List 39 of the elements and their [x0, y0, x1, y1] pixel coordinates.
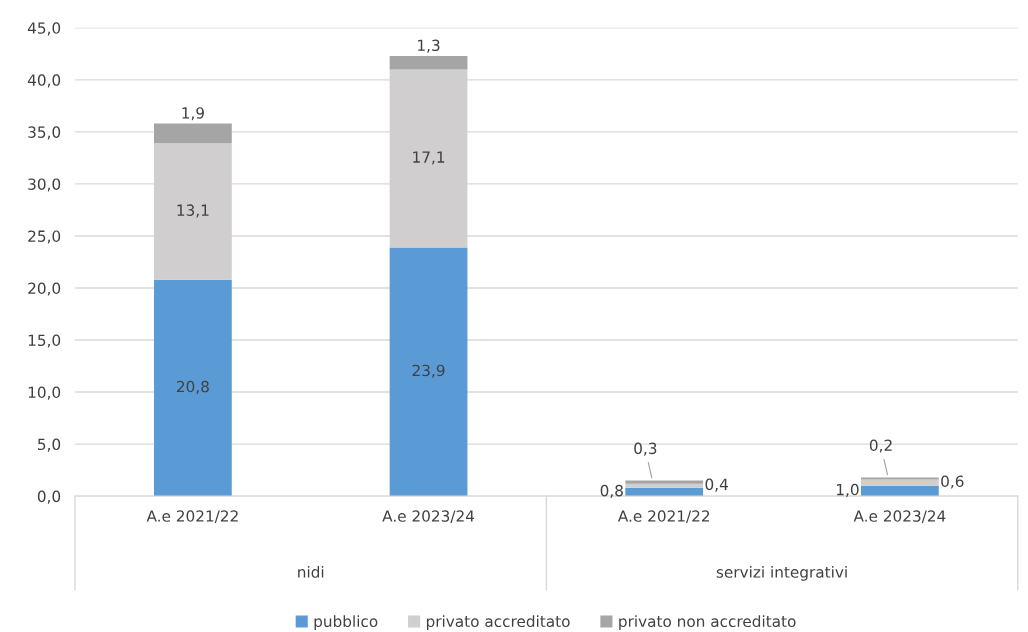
data-label: 0,4: [705, 478, 728, 492]
data-label: 20,8: [176, 380, 209, 394]
x-tick-label: A.e 2023/24: [853, 510, 946, 524]
x-tick-label: A.e 2021/22: [617, 510, 710, 524]
y-tick-label: 10,0: [28, 386, 61, 400]
data-label: 0,3: [634, 442, 657, 456]
y-tick-label: 25,0: [28, 230, 61, 244]
bar: [861, 479, 939, 486]
bar: [153, 279, 232, 497]
bar: [389, 55, 468, 70]
text: nidi: [298, 566, 324, 578]
bar: [389, 247, 468, 497]
y-tick-label: 0,0: [37, 490, 61, 504]
y-tick-label: 15,0: [28, 334, 61, 348]
text: servizi integrativi: [716, 566, 847, 581]
data-label: 1,3: [418, 39, 440, 53]
y-tick-label: 35,0: [28, 126, 61, 140]
y-tick-label: 5,0: [38, 438, 61, 452]
bar: [625, 480, 704, 484]
data-label: 13,1: [177, 204, 209, 218]
data-label: 23,9: [412, 364, 445, 378]
legend-label: privato accreditato: [426, 615, 570, 631]
y-tick-label: 30,0: [28, 178, 61, 192]
y-tick-label: 45,0: [27, 22, 61, 36]
data-label: 17,1: [413, 151, 445, 165]
data-label: 0,2: [869, 439, 892, 453]
x-tick-label: A.e 2023/24: [382, 510, 475, 524]
data-label: 0,6: [941, 475, 964, 489]
bar: [861, 477, 939, 480]
x-tick-label: A.e 2021/22: [146, 510, 238, 524]
legend-label: privato non accreditato: [619, 615, 796, 631]
data-label: 1,0: [836, 483, 859, 497]
bar: [153, 123, 232, 144]
y-tick-label: 40,0: [27, 74, 61, 88]
y-tick-label: 20,0: [28, 282, 61, 296]
legend-label: pubblico: [314, 615, 378, 631]
data-label: 1,9: [182, 107, 204, 121]
data-label: 0,8: [600, 484, 623, 498]
bar: [625, 483, 704, 488]
